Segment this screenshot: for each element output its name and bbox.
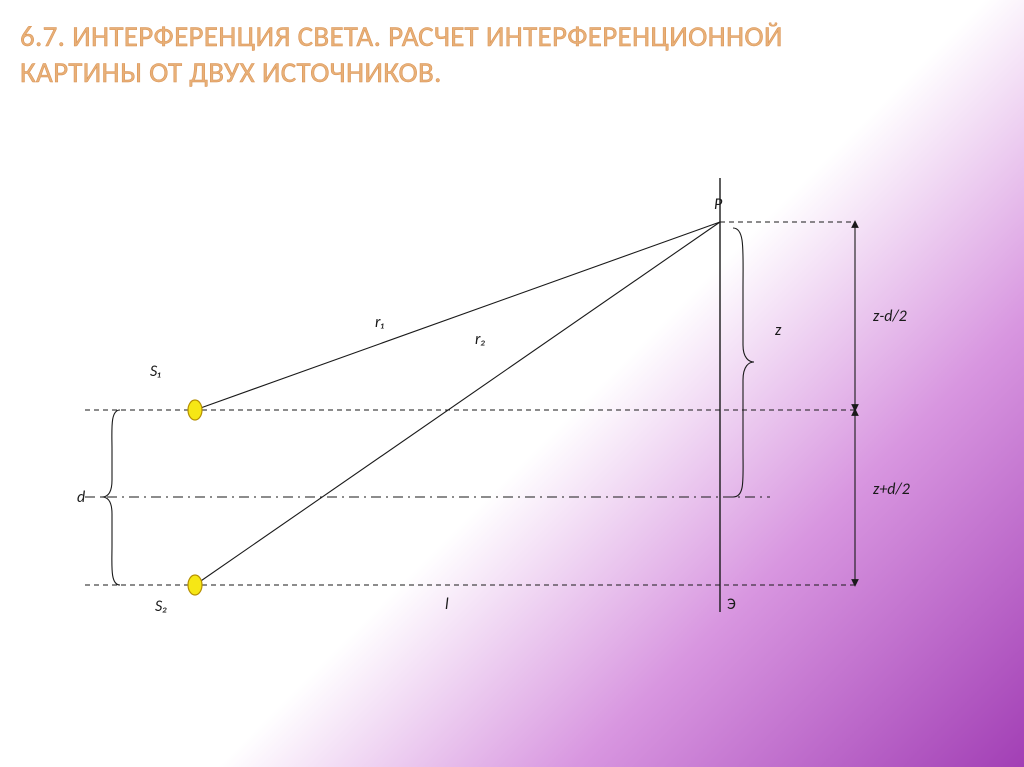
label-z-minus: z-d/2	[873, 307, 907, 326]
ray-r1	[195, 222, 720, 410]
source-s1	[188, 400, 202, 420]
label-s2: S₂	[155, 597, 168, 616]
label-p: P	[714, 195, 722, 214]
interference-diagram	[0, 0, 1024, 767]
brace-z	[733, 228, 754, 497]
label-r2: r₂	[475, 330, 486, 349]
ray-r2	[195, 222, 720, 585]
label-l: l	[445, 595, 449, 614]
label-s1: S₁	[150, 362, 161, 381]
label-screen: Э	[727, 595, 736, 614]
label-z: z	[775, 321, 781, 340]
label-r1: r₁	[375, 313, 384, 332]
label-z-plus: z+d/2	[873, 480, 910, 499]
slide: 6.7. Интерференция света. Расчет интерфе…	[0, 0, 1024, 767]
label-d: d	[77, 488, 85, 507]
source-s2	[188, 575, 202, 595]
